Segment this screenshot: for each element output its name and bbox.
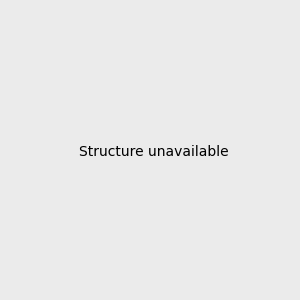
Text: Structure unavailable: Structure unavailable: [79, 145, 229, 158]
